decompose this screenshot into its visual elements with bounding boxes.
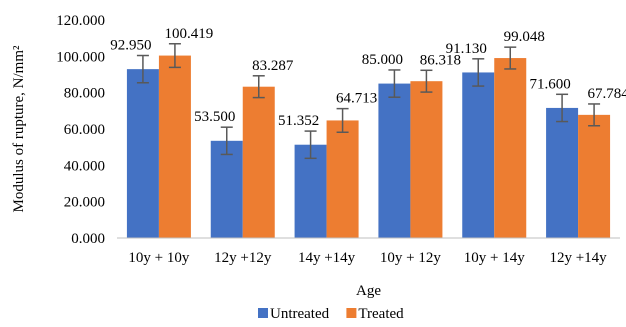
bar-untreated-3 [378,83,411,238]
data-label-untreated-1: 53.500 [194,109,235,125]
data-label-untreated-3: 85.000 [362,52,403,68]
bars [126,55,611,239]
y-tick-label: 60.000 [64,122,105,138]
x-tick-label: 10y + 12y [380,250,441,266]
data-label-treated-5: 67.784 [587,86,626,102]
y-axis-title: Modulus of rupture, N/mm² [11,45,27,212]
data-label-untreated-2: 51.352 [278,113,319,129]
data-label-untreated-5: 71.600 [529,76,570,92]
bar-treated-5 [578,114,611,238]
data-label-untreated-0: 92.950 [110,38,151,54]
data-label-treated-3: 86.318 [420,52,461,68]
bar-treated-2 [326,120,359,238]
y-tick-label: 20.000 [64,195,105,211]
bar-treated-0 [158,55,191,239]
legend: Untreated Treated [258,306,404,322]
data-label-treated-2: 64.713 [336,91,377,107]
x-tick-label: 12y +14y [549,250,607,266]
data-label-treated-1: 83.287 [252,58,294,74]
error-bars [136,43,601,160]
x-tick-label: 10y + 10y [128,250,189,266]
data-labels: 92.950 100.419 53.500 83.287 51.352 64.713 85.… [110,26,626,129]
x-tick-label: 12y +12y [214,250,272,266]
y-tick-label: 40.000 [64,158,105,174]
bar-untreated-5 [546,107,579,238]
data-label-treated-4: 99.048 [504,29,545,45]
data-label-untreated-4: 91.130 [446,41,487,57]
y-tick-label: 120.000 [56,13,105,29]
bar-treated-3 [410,81,443,238]
bar-untreated-1 [210,140,243,238]
bar-treated-4 [494,58,527,238]
x-tick-label: 14y +14y [298,250,356,266]
y-axis-ticks: 0.000 20.000 40.000 60.000 80.000 100.000 120.… [56,13,105,247]
bar-untreated-2 [294,144,327,238]
bar-untreated-0 [126,69,159,238]
legend-label-untreated: Untreated [270,306,330,322]
legend-swatch-treated [346,308,357,318]
y-tick-label: 0.000 [71,231,105,247]
x-axis-title: Age [356,283,381,299]
x-axis-ticks: 10y + 10y 12y +12y 14y +14y 10y + 12y 10y + … [128,250,607,266]
bar-untreated-4 [462,72,495,238]
legend-label-treated: Treated [358,306,404,322]
y-tick-label: 80.000 [64,86,105,102]
bar-treated-1 [242,86,275,238]
y-tick-label: 100.000 [56,49,105,65]
data-label-treated-0: 100.419 [165,26,214,42]
x-tick-label: 10y + 14y [464,250,525,266]
legend-swatch-untreated [258,308,268,318]
